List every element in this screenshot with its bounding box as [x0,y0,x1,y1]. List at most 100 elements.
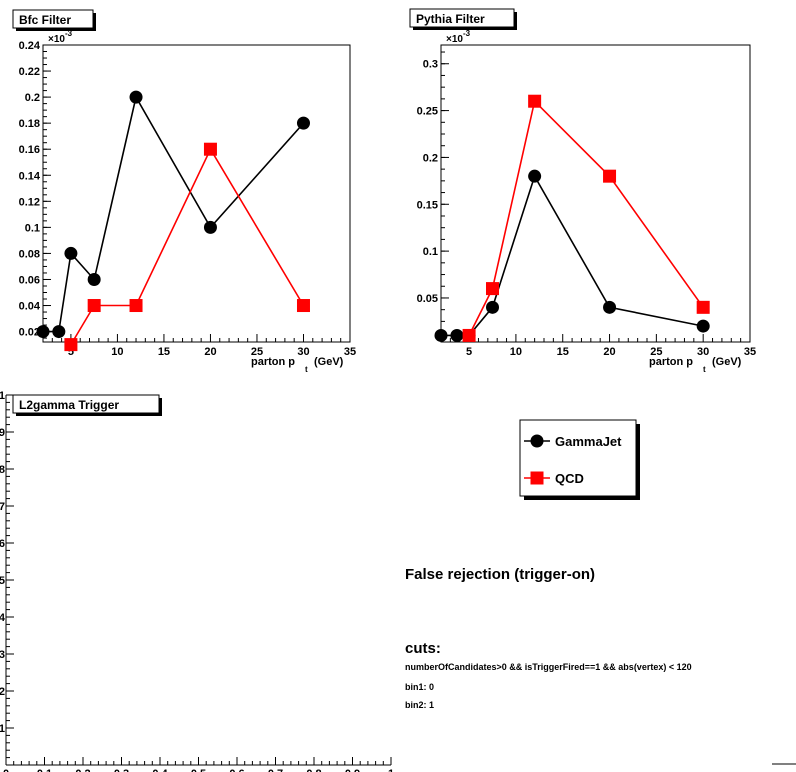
data-point-qcd [486,282,499,296]
y-tick-label: 0.15 [417,199,438,211]
data-point-gammajet [696,319,710,333]
data-point-qcd [528,94,542,108]
x-tick-label: 0.3 [114,768,129,772]
y-tick-label: 5 [0,575,5,587]
y-tick-label: 0.14 [19,170,41,182]
exponent-power: -3 [463,29,471,38]
legend: GammaJet QCD [519,419,640,500]
data-point-gammajet [203,220,217,234]
y-tick-label: 2 [0,686,5,698]
x-tick-label: 0.4 [152,768,168,772]
x-tick-label: 5 [68,346,74,358]
x-axis-title: parton p t (GeV) [251,356,344,374]
y-tick-label: 0.24 [19,40,41,52]
bin1-value: bin1: 0 [405,682,434,692]
y-tick-label: 0.08 [19,248,40,260]
plot-title: Bfc Filter [19,13,71,27]
data-point-qcd [462,328,476,342]
plot-frame [42,44,351,343]
data-point-qcd [603,169,617,183]
pythia-filter-plot: 5 10 15 20 25 30 35 0.050.10.150.20.250.3 ×10 … [409,8,756,374]
x-tick-label: 5 [466,346,472,358]
x-tick-label: 0.7 [268,768,283,772]
x-tick-label: 25 [251,346,263,358]
y-tick-label: 0.1 [25,222,40,234]
x-axis-title: parton p t (GeV) [649,356,742,374]
exponent-power: -3 [65,29,73,38]
x-axis-label-subscript: t [305,365,308,374]
x-axis-label: parton p [251,356,295,368]
y-tick-label: 0.2 [423,152,438,164]
y-axis-ticks: 0.05 0.1 0.15 0.2 0.25 0.3 [417,51,449,334]
x-axis-label-subscript: t [703,365,706,374]
data-point-gammajet [64,246,78,260]
data-point-qcd [129,299,143,313]
x-tick-label: 10 [111,346,123,358]
data-point-gammajet [486,300,499,314]
data-point-qcd [64,338,78,352]
x-axis-label-unit: (GeV) [712,356,742,368]
y-tick-label: 0.3 [423,59,438,71]
x-axis-ticks: 5 10 15 20 25 30 35 [42,334,356,358]
y-tick-label: 0.16 [19,144,40,156]
legend-item-gammajet: GammaJet [524,434,622,449]
x-axis-label: parton p [649,356,693,368]
y-tick-label: 8 [0,464,5,476]
x-tick-label: 0.6 [229,768,244,772]
y-tick-label: 0.1 [423,246,438,258]
exponent-base: ×10 [446,34,463,45]
x-tick-label: 15 [557,346,569,358]
y-tick-label: 1 [0,390,5,402]
cuts-label: cuts: [405,640,441,657]
legend-marker-circle [530,434,544,448]
data-point-gammajet [36,325,50,339]
y-tick-label: 0.22 [19,66,40,78]
exponent-base: ×10 [48,34,65,45]
y-tick-label: 0.18 [19,118,40,130]
data-point-gammajet [296,116,310,130]
title-box: L2gamma Trigger [12,394,162,416]
data-point-qcd [203,142,217,156]
y-tick-label: 0.25 [417,106,438,118]
l2gamma-trigger-plot: 00.10.20.30.40.50.60.70.80.91 1234567891… [0,390,394,772]
bin2-value: bin2: 1 [405,700,434,710]
y-tick-label: 0.02 [19,327,40,339]
data-point-gammajet [528,169,542,183]
cut-expression: numberOfCandidates>0 && isTriggerFired==… [405,662,692,672]
y-tick-label: 1 [0,723,5,735]
data-point-gammajet [87,272,101,286]
y-tick-label: 0.12 [19,196,40,208]
title-box: Bfc Filter [12,9,96,31]
x-tick-label: 15 [158,346,170,358]
x-tick-label: 25 [650,346,662,358]
y-tick-label: 7 [0,501,5,513]
info-text: False rejection (trigger-on) cuts: numbe… [405,566,692,710]
y-tick-label: 9 [0,427,5,439]
data-point-qcd [696,300,710,314]
data-point-gammajet [52,325,66,339]
title-box: Pythia Filter [409,8,517,30]
y-tick-label: 0.05 [417,293,438,305]
bfc-filter-plot: 5 10 15 20 25 30 35 0.02 0.04 0.06 0.08 0.1 0.12 0.1… [12,9,356,374]
y-tick-label: 0.06 [19,274,40,286]
data-point-gammajet [603,300,617,314]
y-tick-label: 0.04 [19,301,41,313]
y-tick-label: 6 [0,538,5,550]
x-axis-ticks: 0 0.1 0.2 0.3 0.4 0.5 0.6 0.7 0.8 0.9 1 [3,757,394,772]
y-axis-ticks: 0.02 0.04 0.06 0.08 0.1 0.12 0.14 0.16 0.18 0.2 0.… [19,40,51,339]
x-tick-label: 35 [744,346,756,358]
series-markers [36,90,310,352]
plot-title: Pythia Filter [416,12,485,26]
x-tick-label: 30 [697,346,709,358]
info-heading: False rejection (trigger-on) [405,566,595,583]
x-axis-label-unit: (GeV) [314,356,344,368]
x-tick-label: 0.9 [345,768,360,772]
data-point-gammajet [450,328,464,342]
legend-marker-square [530,471,544,485]
x-tick-label: 10 [510,346,522,358]
x-tick-label: 20 [204,346,216,358]
legend-item-qcd: QCD [524,471,584,486]
plot-title: L2gamma Trigger [19,398,119,412]
series-markers [434,94,710,342]
